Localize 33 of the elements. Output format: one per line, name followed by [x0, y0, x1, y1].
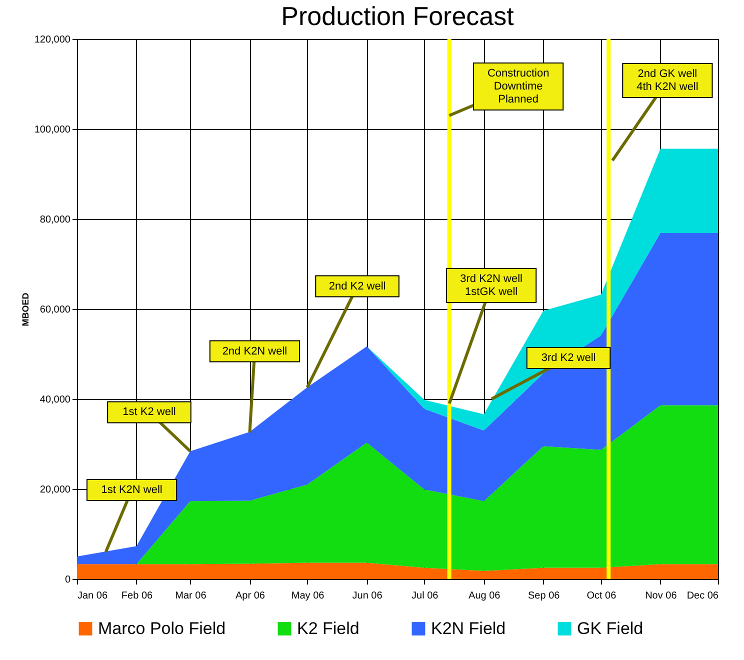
- annotation: 1st K2 well: [122, 406, 176, 418]
- legend-label: K2N Field: [431, 618, 506, 638]
- x-tick-label: Aug 06: [468, 590, 501, 602]
- x-tick-label: Apr 06: [235, 590, 266, 602]
- y-tick-label: 20,000: [40, 484, 71, 496]
- legend-label: K2 Field: [297, 618, 360, 638]
- x-tick-label: Nov 06: [645, 590, 678, 602]
- x-tick-label: Sep 06: [528, 590, 560, 602]
- chart-title: Production Forecast: [281, 1, 515, 31]
- annotation: 2nd GK well 4th K2N well: [636, 68, 698, 93]
- annotation: 2nd K2 well: [328, 280, 386, 292]
- legend-label: GK Field: [577, 618, 644, 638]
- x-tick-label: May 06: [291, 590, 325, 602]
- annotation: 3rd K2N well 1stGK well: [460, 273, 522, 298]
- y-tick-label: 80,000: [40, 214, 71, 226]
- annotation: 2nd K2N well: [222, 345, 288, 358]
- annotation: Construction Downtime Planned: [487, 68, 550, 106]
- y-tick-label: 120,000: [34, 34, 71, 46]
- x-tick-label: Jul 06: [412, 590, 439, 602]
- y-axis-title: MBOED: [20, 292, 30, 326]
- y-tick-label: 0: [64, 574, 71, 586]
- y-tick-label: 60,000: [40, 304, 71, 316]
- annotation: 1st K2N well: [101, 484, 162, 496]
- legend-label: Marco Polo Field: [98, 618, 226, 638]
- x-tick-label: Oct 06: [586, 590, 617, 602]
- annotation: 3rd K2 well: [541, 352, 596, 364]
- y-tick-label: 100,000: [34, 124, 71, 136]
- x-tick-label: Feb 06: [121, 590, 153, 602]
- x-tick-label: Dec 06: [686, 590, 719, 602]
- x-tick-label: Jun 06: [352, 590, 383, 602]
- x-tick-label: Jan 06: [78, 590, 108, 602]
- y-tick-label: 40,000: [40, 394, 71, 406]
- x-tick-label: Mar 06: [175, 590, 207, 602]
